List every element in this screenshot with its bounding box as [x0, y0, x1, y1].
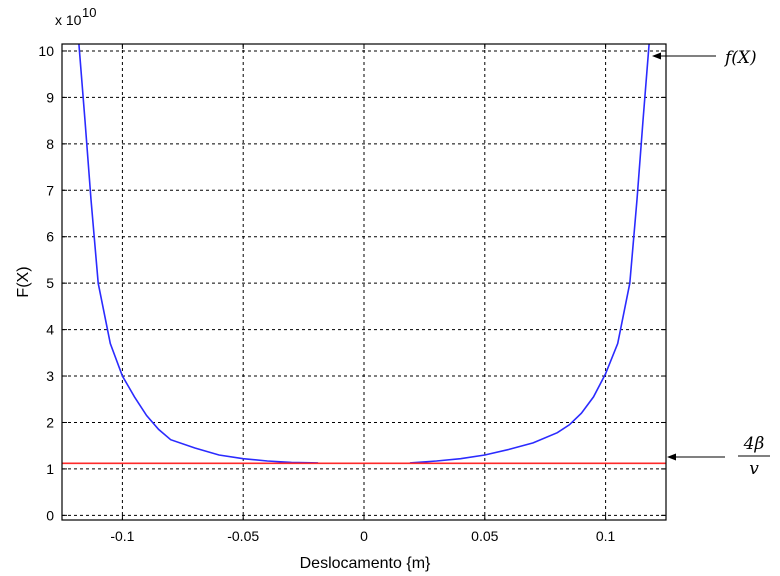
x-tick-label: 0.05	[471, 528, 498, 544]
series-line-0	[78, 43, 319, 464]
y-tick-label: 7	[46, 182, 54, 198]
y-tick-label: 6	[46, 229, 54, 245]
annotation-4beta-arrowhead	[667, 453, 676, 461]
y-multiplier: x 10	[55, 12, 82, 28]
series-line-1	[409, 43, 650, 464]
annotation-fx: f(X)	[652, 48, 757, 68]
x-tick-label: 0.1	[596, 528, 616, 544]
y-tick-label: 3	[46, 368, 54, 384]
y-axis-label: F(X)	[15, 266, 32, 297]
x-tick-label: 0	[360, 528, 368, 544]
y-tick-label: 5	[46, 275, 54, 291]
annotation-4beta-numerator: 4β	[743, 434, 765, 454]
annotation-fx-label: f(X)	[723, 48, 757, 68]
tick-labels: -0.1 -0.05 0 0.05 0.1 0 1 2 3 4 5 6 7 8 9 10	[38, 43, 615, 544]
annotation-4beta-v: 4β v	[667, 434, 770, 479]
y-tick-label: 4	[46, 322, 54, 338]
x-axis-label: Deslocamento {m}	[300, 555, 431, 572]
annotation-4beta-denominator: v	[749, 459, 759, 479]
y-tick-label: 2	[46, 414, 54, 430]
x-tick-label: -0.1	[110, 528, 134, 544]
y-tick-label: 8	[46, 136, 54, 152]
tick-marks	[62, 44, 666, 520]
y-tick-label: 9	[46, 89, 54, 105]
y-multiplier-exponent: 10	[82, 5, 96, 20]
annotation-fx-arrowhead	[652, 52, 661, 60]
y-tick-label: 1	[46, 461, 54, 477]
y-tick-label: 10	[38, 43, 54, 59]
x-tick-label: -0.05	[227, 528, 259, 544]
series-group	[62, 43, 666, 465]
grid-lines	[62, 44, 666, 520]
y-tick-label: 0	[46, 507, 54, 523]
